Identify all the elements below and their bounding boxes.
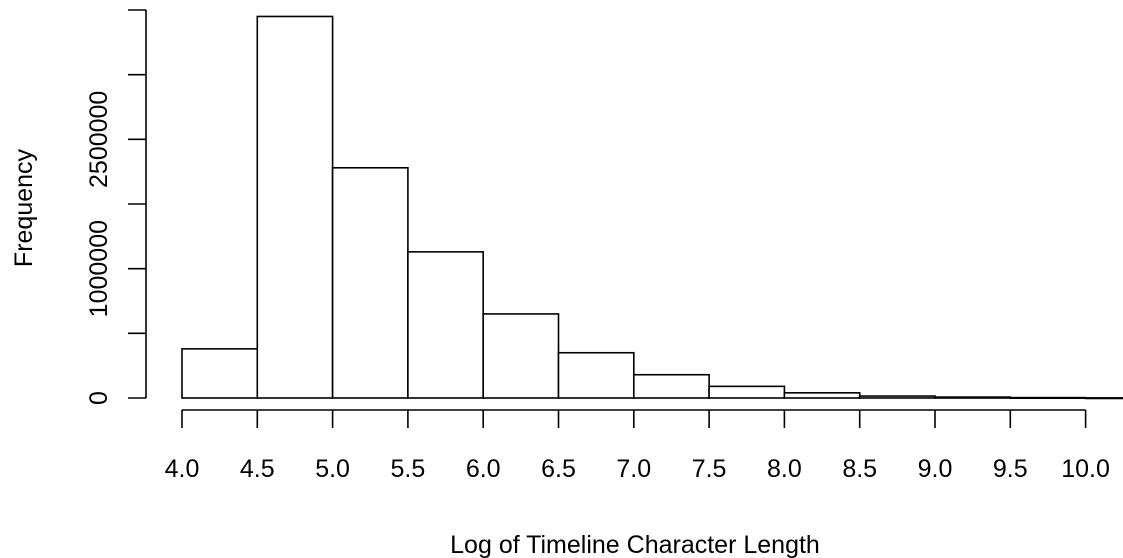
histogram-bar — [331, 166, 409, 399]
x-tick-label: 9.0 — [918, 455, 953, 483]
x-tick-label: 9.5 — [993, 455, 1028, 483]
x-axis: 4.0 4.5 5.0 5.5 6.0 6.5 7.0 7.5 8.0 8.5 9.0 9.5 10.0 — [165, 409, 1110, 483]
histogram-bars — [181, 15, 1123, 400]
histogram-bar — [934, 396, 1012, 399]
x-tick-label: 10.0 — [1061, 455, 1110, 483]
x-tick-label: 8.0 — [767, 455, 802, 483]
histogram-bar — [256, 15, 334, 399]
histogram-bar — [482, 313, 560, 399]
histogram-bar — [1084, 397, 1123, 400]
x-tick-label: 8.5 — [842, 455, 877, 483]
histogram-bar — [783, 392, 861, 399]
x-tick-label: 5.5 — [391, 455, 426, 483]
histogram-bar — [181, 348, 259, 399]
x-tick-label: 7.0 — [616, 455, 651, 483]
x-tick-label: 6.0 — [466, 455, 501, 483]
y-tick-label: 0 — [85, 391, 113, 405]
y-axis: 0 1000000 2500000 — [85, 9, 147, 405]
x-tick-label: 5.0 — [315, 455, 350, 483]
x-axis-title: Log of Timeline Character Length — [450, 531, 820, 558]
y-tick-label: 1000000 — [85, 220, 113, 317]
histogram-bar — [632, 373, 710, 399]
histogram-bar — [858, 395, 936, 399]
y-tick-label: 2500000 — [85, 91, 113, 188]
x-tick-label: 4.0 — [165, 455, 200, 483]
y-axis-title: Frequency — [10, 148, 38, 267]
histogram-bar — [708, 385, 786, 399]
x-tick-label: 7.5 — [692, 455, 727, 483]
x-tick-label: 6.5 — [541, 455, 576, 483]
histogram-bar — [1009, 396, 1087, 400]
histogram-bar — [557, 351, 635, 399]
x-tick-label: 4.5 — [240, 455, 275, 483]
histogram-bar — [407, 251, 484, 399]
